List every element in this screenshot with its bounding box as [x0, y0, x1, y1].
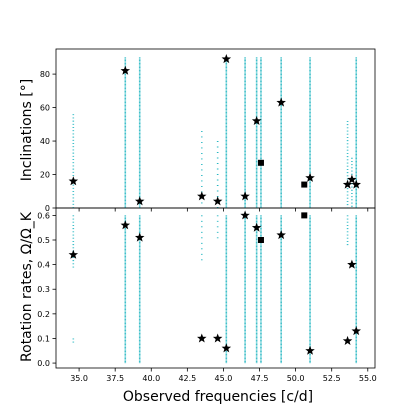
- star-marker: [120, 220, 131, 230]
- square-marker: [301, 181, 308, 188]
- star-marker: [134, 196, 145, 206]
- y-tick-label: 0.1: [37, 334, 50, 343]
- top-y-axis-title: Inclinations [°]: [19, 79, 35, 181]
- star-marker: [134, 232, 145, 242]
- x-tick-label: 37.5: [106, 374, 124, 383]
- x-tick-label: 52.5: [323, 374, 341, 383]
- star-marker: [251, 115, 262, 126]
- x-tick-label: 42.5: [178, 374, 196, 383]
- star-marker: [197, 333, 207, 343]
- star-marker: [68, 249, 79, 259]
- star-marker: [276, 230, 286, 240]
- x-tick-label: 55.0: [359, 374, 377, 383]
- star-marker: [212, 196, 223, 206]
- y-tick-label: 0.5: [37, 236, 50, 245]
- star-marker: [221, 54, 232, 64]
- bottom-y-axis-title: Rotation rates, Ω/Ω_K: [19, 211, 35, 362]
- y-tick-label: 0.4: [37, 261, 50, 270]
- star-marker: [276, 97, 286, 107]
- x-tick-label: 50.0: [287, 374, 305, 383]
- x-tick-label: 45.0: [215, 374, 233, 383]
- star-marker: [197, 191, 207, 201]
- square-marker: [301, 212, 308, 219]
- y-tick-label: 0.3: [37, 285, 50, 294]
- star-marker: [221, 343, 232, 353]
- star-marker: [351, 326, 361, 336]
- plot-frame: [55, 48, 376, 209]
- bottom-panel: 0.0 0.1 0.2 0.3 0.4 0.5 0.6 35.0 37.5 40.0 42.5 45.…: [37, 207, 377, 383]
- y-tick-label: 80: [40, 70, 50, 79]
- top-panel: 0 20 40 60 80: [40, 48, 376, 213]
- x-tick-label: 40.0: [142, 374, 160, 383]
- star-marker: [342, 179, 353, 189]
- star-marker: [68, 176, 79, 186]
- star-marker: [347, 174, 357, 184]
- x-tick-label: 35.0: [70, 374, 88, 383]
- star-marker: [342, 335, 353, 345]
- star-marker: [305, 172, 315, 182]
- y-tick-label: 0: [45, 204, 50, 213]
- plot-frame: [55, 207, 376, 369]
- y-tick-label: 0.0: [37, 359, 50, 368]
- star-marker: [240, 210, 250, 220]
- y-tick-label: 60: [40, 104, 50, 113]
- star-marker: [305, 345, 315, 355]
- star-marker: [240, 191, 250, 201]
- y-tick-label: 0.2: [37, 310, 50, 319]
- square-marker: [257, 237, 264, 243]
- y-tick-label: 40: [40, 137, 50, 146]
- star-marker: [347, 259, 357, 269]
- star-marker: [120, 65, 131, 75]
- square-marker: [257, 159, 264, 166]
- x-tick-label: 47.5: [251, 374, 269, 383]
- x-axis-title: Observed frequencies [c/d]: [123, 389, 313, 405]
- y-tick-label: 0.6: [37, 211, 50, 220]
- star-marker: [251, 222, 262, 232]
- star-marker: [351, 179, 361, 189]
- y-tick-label: 20: [40, 171, 50, 180]
- star-marker: [212, 333, 223, 343]
